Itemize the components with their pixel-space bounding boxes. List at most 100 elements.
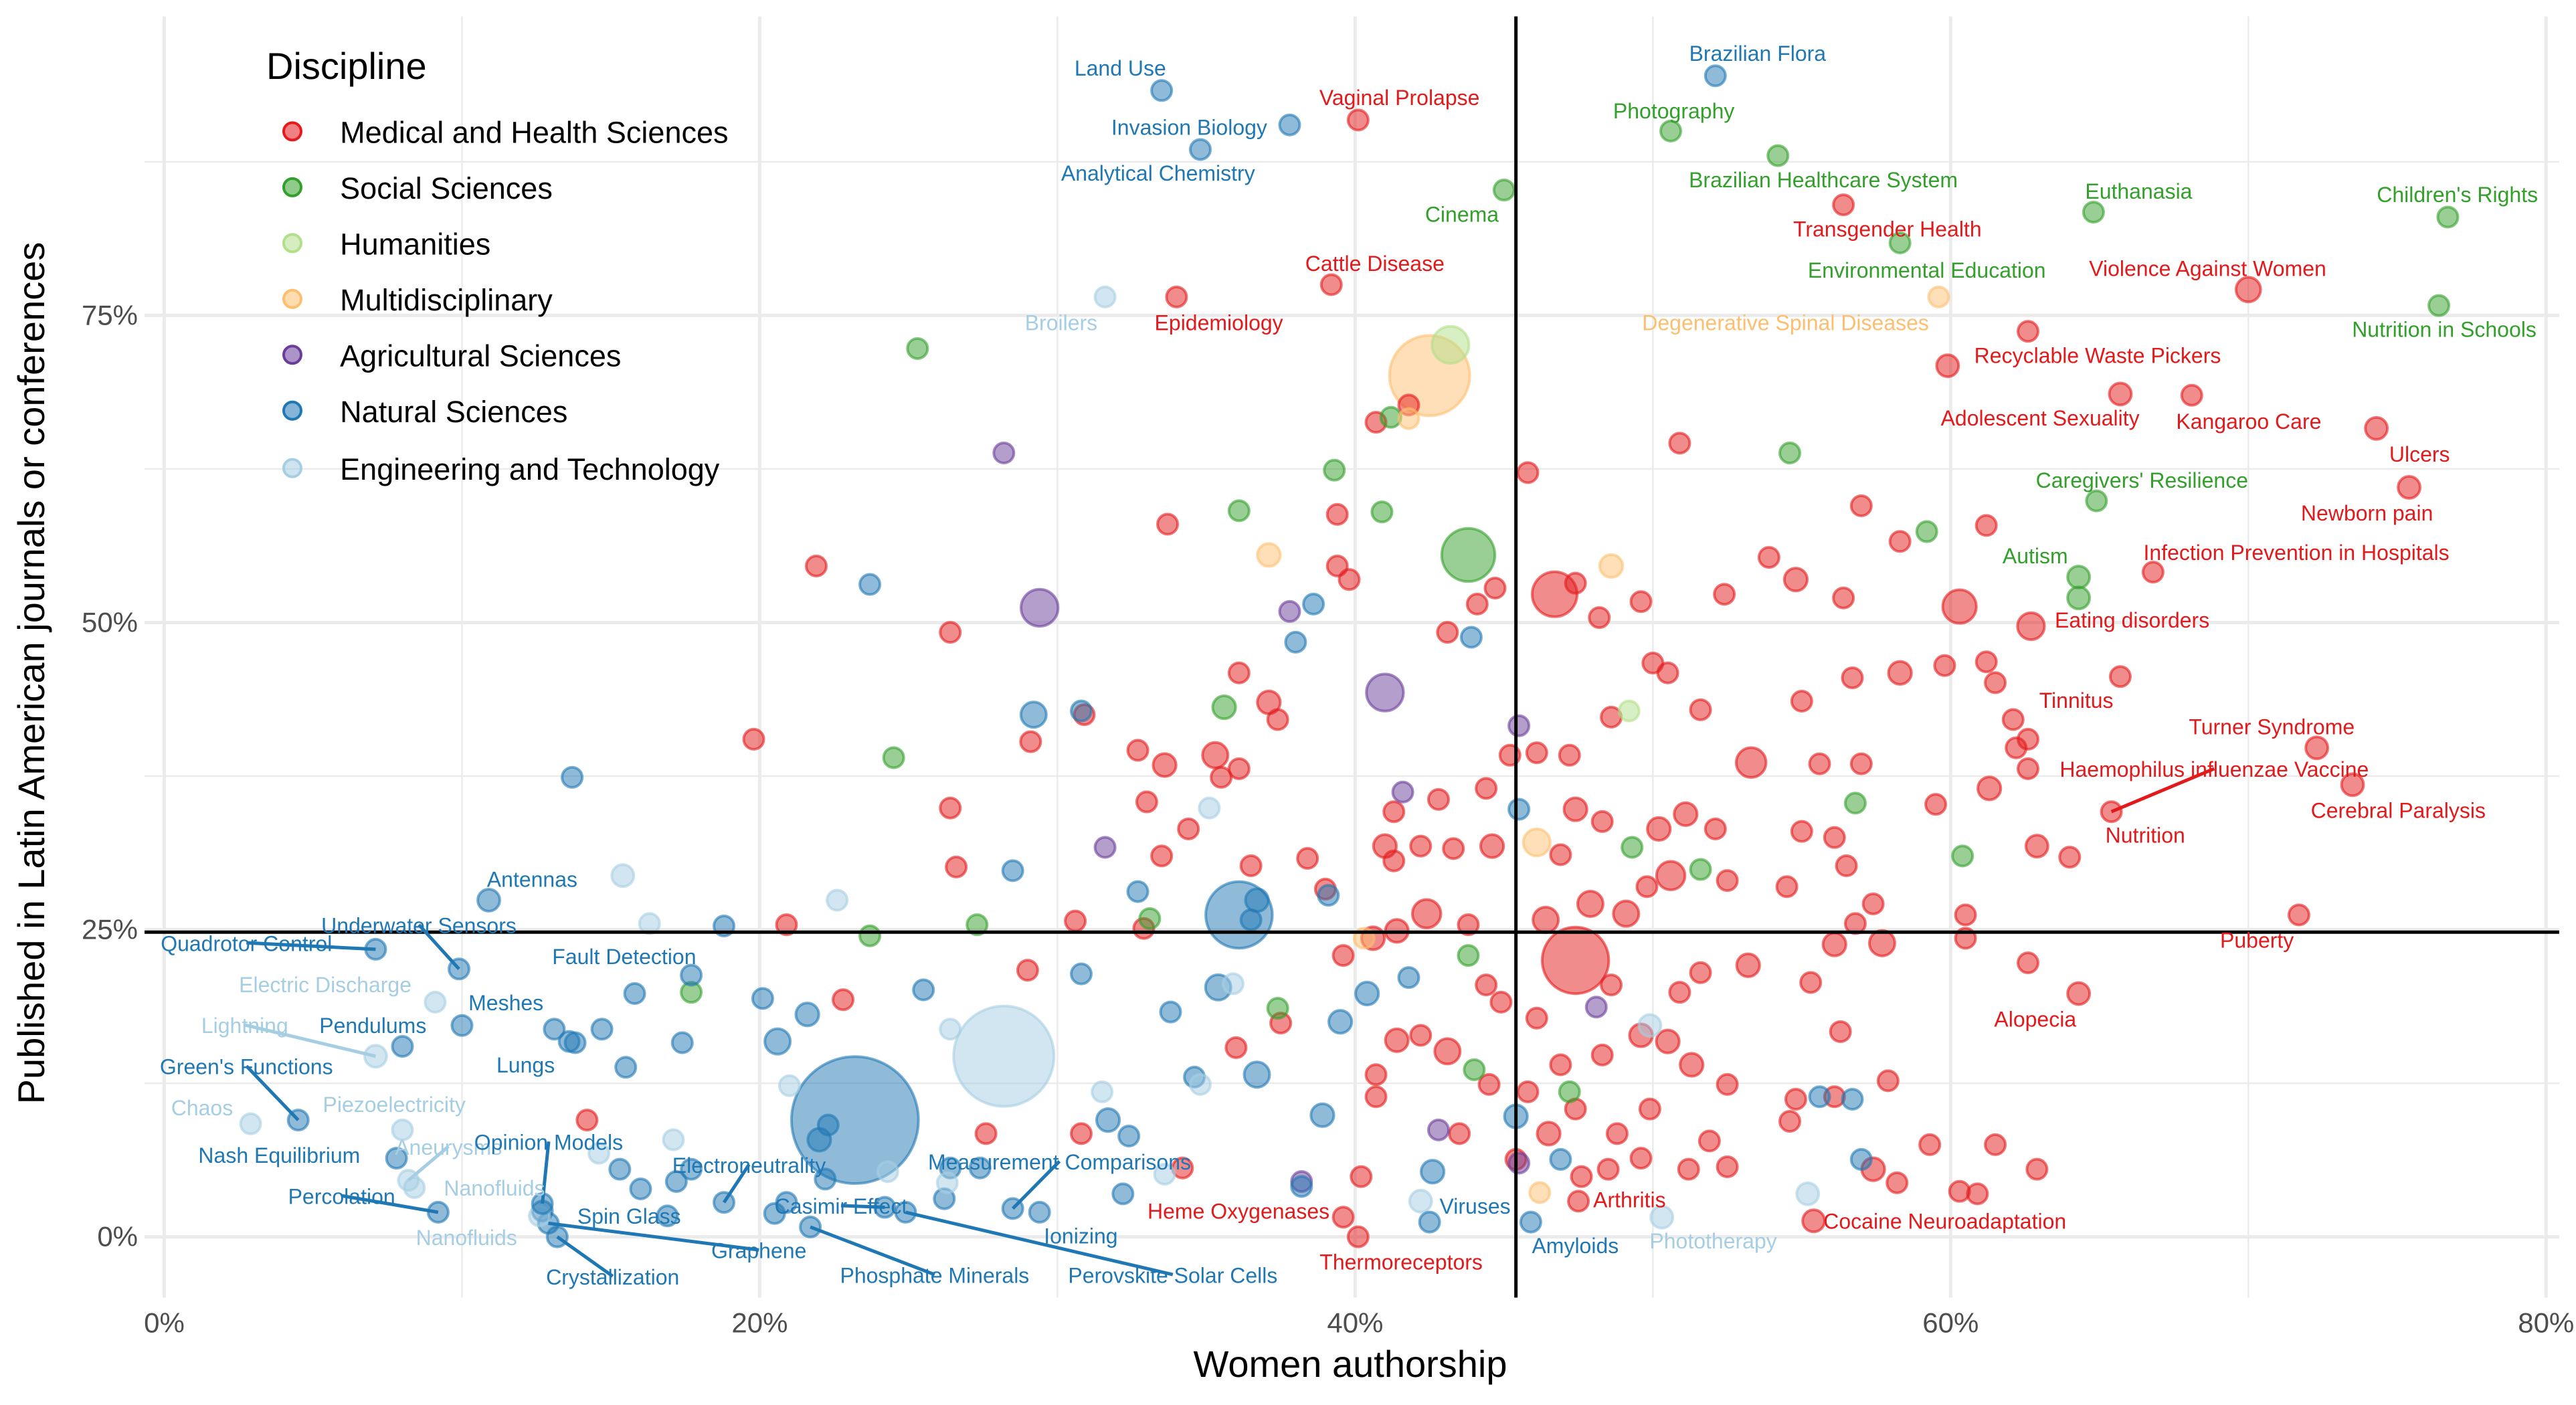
point-label: Perovskite Solar Cells	[1068, 1263, 1277, 1287]
data-point	[1346, 108, 1370, 132]
point-label: Autism	[2003, 544, 2068, 568]
data-point	[1459, 626, 1483, 649]
data-point	[1070, 699, 1093, 723]
data-point	[1070, 962, 1093, 986]
data-point	[804, 554, 828, 577]
data-point	[1111, 1182, 1135, 1206]
point-label: Cinema	[1425, 202, 1499, 226]
leader-line	[2110, 767, 2215, 814]
data-point	[1927, 285, 1950, 308]
data-point	[1317, 884, 1340, 907]
data-point	[1475, 777, 1498, 800]
point-label: Electroneutrality	[672, 1153, 826, 1178]
data-point	[1408, 1188, 1433, 1214]
data-point	[1266, 708, 1289, 731]
data-point	[1152, 752, 1178, 778]
point-label: Chaos	[171, 1096, 234, 1120]
data-point	[1716, 1072, 1739, 1096]
data-point	[742, 727, 765, 751]
x-tick-label: 40%	[1327, 1307, 1383, 1338]
data-point	[1716, 1155, 1739, 1178]
data-point	[1941, 588, 1978, 625]
data-point	[1290, 1175, 1313, 1198]
data-point	[968, 1156, 992, 1180]
data-point	[1239, 854, 1263, 878]
data-point	[1309, 1102, 1336, 1128]
y-tick-label: 25%	[82, 914, 138, 945]
data-point	[1617, 699, 1641, 723]
point-label: Crystallization	[546, 1265, 679, 1289]
data-point	[1419, 1159, 1446, 1185]
data-point	[1799, 971, 1823, 994]
data-point	[1829, 1020, 1852, 1043]
point-label: Quadrotor Control	[161, 931, 332, 955]
data-point	[1704, 64, 1727, 88]
data-point	[563, 1031, 587, 1054]
data-point	[1766, 144, 1790, 167]
data-point	[623, 982, 646, 1006]
data-point	[1266, 997, 1289, 1020]
data-point	[391, 1118, 414, 1141]
point-label: Fault Detection	[552, 945, 696, 969]
data-point	[1483, 577, 1507, 600]
data-point	[2397, 475, 2421, 500]
data-point	[1019, 700, 1048, 729]
data-point	[1227, 757, 1251, 780]
data-point	[1974, 650, 1998, 674]
data-point	[1256, 542, 1282, 568]
data-point	[1757, 546, 1780, 569]
data-point	[1093, 836, 1117, 859]
data-point	[1479, 833, 1505, 859]
data-point	[1284, 630, 1307, 654]
data-point	[1832, 586, 1855, 610]
data-point	[1888, 530, 1912, 553]
point-label: Euthanasia	[2085, 179, 2192, 203]
point-label: Children's Rights	[2377, 183, 2538, 207]
point-label: Newborn pain	[2301, 501, 2433, 525]
data-point	[1641, 652, 1665, 675]
point-label: Brazilian Healthcare System	[1689, 168, 1958, 192]
legend-label: Humanities	[340, 227, 490, 262]
point-labels: Land Use Invasion Biology Analytical Chemi…	[160, 41, 2538, 1289]
data-point	[1689, 858, 1712, 881]
data-point	[561, 765, 584, 789]
data-point	[2427, 294, 2451, 317]
data-point	[1673, 801, 1699, 828]
data-point	[1323, 458, 1346, 482]
data-point	[1649, 1204, 1675, 1230]
point-label: Epidemiology	[1155, 310, 1283, 335]
point-label: Underwater Sensors	[321, 913, 517, 937]
leader-line	[556, 1235, 614, 1278]
data-point	[1227, 661, 1251, 684]
data-point	[794, 1002, 820, 1028]
point-label: Haemophilus influenzae Vaccine	[2059, 757, 2369, 781]
point-label: Piezoelectricity	[323, 1093, 465, 1117]
data-point	[1465, 592, 1489, 616]
data-point	[1019, 730, 1042, 753]
point-label: Opinion Models	[474, 1131, 623, 1155]
y-axis-title: Published in Latin American journals or …	[10, 242, 52, 1105]
data-point	[1302, 592, 1325, 616]
data-point	[1716, 869, 1739, 893]
data-point	[1596, 1157, 1620, 1181]
data-point	[1885, 1171, 1909, 1194]
data-point	[1382, 800, 1406, 824]
data-point	[1567, 1190, 1590, 1213]
data-point	[629, 1177, 652, 1200]
data-point	[662, 1128, 685, 1151]
data-point	[1091, 1080, 1114, 1103]
data-point	[1095, 1107, 1121, 1133]
data-point	[1028, 1200, 1051, 1224]
legend-title: Discipline	[266, 45, 427, 87]
data-point	[1549, 1147, 1572, 1171]
point-label: Brazilian Flora	[1689, 41, 1827, 66]
leader-line	[341, 1194, 439, 1214]
data-point	[2108, 381, 2133, 407]
data-point	[1887, 660, 1913, 686]
data-point	[1165, 285, 1188, 308]
x-tick-label: 0%	[144, 1307, 185, 1338]
data-point	[1536, 1121, 1562, 1147]
data-point	[1954, 903, 1977, 927]
legend-label: Multidisciplinary	[340, 283, 553, 317]
